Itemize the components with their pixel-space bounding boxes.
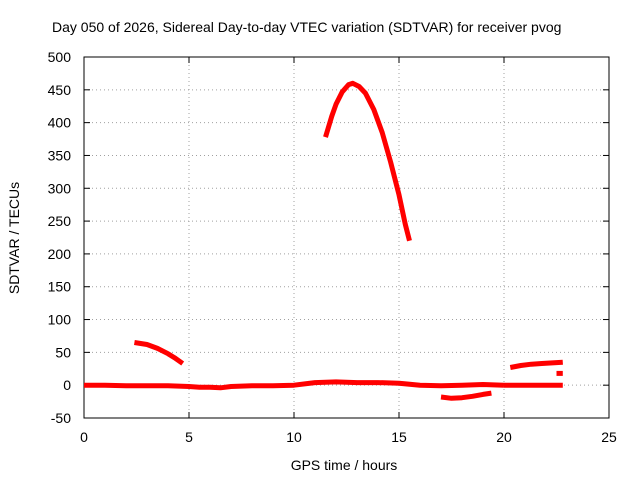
y-tick-label: 150 (48, 279, 72, 295)
x-tick-label: 15 (391, 429, 407, 445)
x-tick-label: 5 (185, 429, 193, 445)
series-line-arc-peak (323, 80, 412, 242)
x-tick-label: 0 (80, 429, 88, 445)
y-tick-label: 350 (48, 147, 72, 163)
y-tick-label: 200 (48, 246, 72, 262)
y-tick-label: 0 (63, 377, 71, 393)
chart-title: Day 050 of 2026, Sidereal Day-to-day VTE… (52, 19, 561, 35)
y-tick-label: 100 (48, 312, 72, 328)
grid (84, 57, 609, 418)
x-tick-label: 20 (496, 429, 512, 445)
y-tick-label: -50 (51, 410, 71, 426)
y-tick-label: 500 (48, 49, 72, 65)
series-line-baseline-1 (84, 379, 505, 391)
x-tick-label: 25 (601, 429, 617, 445)
plot-frame (83, 56, 610, 419)
series-line-arc-late (509, 359, 563, 370)
y-tick-label: 300 (48, 180, 72, 196)
axis-ticks: 0 5 10 15 20 25 -50 0 50 100 150 200 250 300 350 400 450… (48, 49, 617, 445)
x-axis-label: GPS time / hours (291, 457, 398, 473)
y-tick-label: 250 (48, 213, 72, 229)
series-line-arc-negative (440, 390, 492, 401)
y-tick-label: 450 (48, 82, 72, 98)
series-group (84, 80, 563, 401)
y-axis-label: SDTVAR / TECUs (6, 182, 22, 294)
series-line-arc-early (134, 340, 185, 366)
y-tick-label: 50 (55, 344, 71, 360)
x-tick-label: 10 (286, 429, 302, 445)
y-tick-label: 400 (48, 115, 72, 131)
